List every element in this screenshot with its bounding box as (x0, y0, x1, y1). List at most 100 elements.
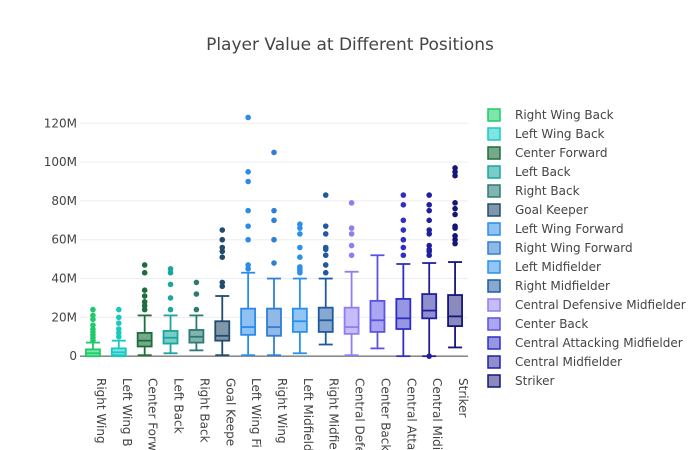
legend-item: Central Defensive Midfielder (487, 298, 686, 312)
legend-swatch (487, 203, 501, 217)
box-center-forward (136, 262, 153, 357)
outlier-point (452, 169, 458, 175)
legend-label: Central Defensive Midfielder (515, 298, 686, 312)
outlier-point (116, 326, 122, 332)
outlier-point (426, 231, 433, 237)
legend-label: Central Attacking Midfielder (515, 336, 683, 350)
outlier-point (167, 281, 174, 288)
outlier-point (297, 225, 303, 231)
iqr-box (395, 298, 412, 330)
iqr-box (266, 307, 282, 337)
box-center-back (369, 254, 386, 350)
legend-label: Right Midfielder (515, 279, 610, 293)
outlier-point (167, 266, 174, 272)
outlier-point (400, 236, 407, 243)
legend-swatch (487, 108, 501, 122)
outlier-point (245, 178, 251, 185)
x-tick-label: Right Wing (94, 378, 108, 444)
box-right-wing-back (85, 306, 101, 358)
legend: Right Wing Back Left Wing Back Center Forw… (487, 108, 686, 388)
outlier-point (245, 266, 251, 272)
x-tick-label: Right Midfie (327, 378, 341, 450)
outlier-point (322, 231, 329, 237)
x-tick-label: Left Midfield (301, 378, 315, 450)
outlier-point (452, 165, 458, 171)
outlier-point (90, 326, 96, 332)
outlier-point (322, 262, 329, 268)
outlier-point (400, 227, 407, 233)
legend-label: Central Midfielder (515, 355, 622, 369)
y-tick-label: 0 (69, 349, 77, 363)
legend-item: Center Forward (487, 146, 607, 160)
outlier-point (90, 312, 96, 319)
outlier-point (116, 320, 122, 326)
outlier-point (193, 306, 200, 313)
iqr-box (343, 306, 360, 335)
outlier-point (141, 269, 148, 276)
box-right-back (188, 279, 205, 352)
outlier-point (219, 244, 226, 251)
outlier-point (452, 236, 458, 243)
outlier-point (141, 306, 148, 313)
legend-swatch (487, 298, 501, 312)
outlier-point (348, 225, 355, 231)
legend-label: Left Wing Forward (515, 222, 624, 236)
outlier-point (426, 353, 433, 359)
legend-swatch (487, 222, 501, 236)
legend-item: Right Wing Forward (487, 241, 633, 255)
outlier-point (426, 192, 433, 198)
y-tick-label: 20M (51, 310, 77, 324)
box-central-attacking-midfielder (395, 192, 412, 358)
outlier-point (452, 223, 458, 229)
outlier-point (322, 223, 329, 229)
outlier-point (193, 291, 200, 297)
x-tick-label: Left Wing Fi (249, 378, 263, 448)
iqr-box (291, 307, 308, 333)
legend-label: Striker (515, 374, 554, 388)
outlier-point (452, 200, 458, 206)
legend-item: Central Midfielder (487, 355, 622, 369)
outlier-point (271, 207, 277, 214)
legend-item: Striker (487, 374, 554, 388)
x-tick-label: Center Forw (146, 378, 160, 450)
chart-title: Player Value at Different Positions (206, 35, 494, 55)
legend-label: Goal Keeper (515, 203, 588, 217)
iqr-box (240, 307, 257, 336)
legend-label: Right Back (515, 184, 580, 198)
outlier-point (322, 244, 329, 251)
box-left-wing-back (110, 306, 127, 358)
x-tick-label: Left Back (172, 378, 186, 434)
outlier-point (452, 205, 458, 212)
outlier-point (297, 221, 303, 228)
legend-label: Left Midfielder (515, 260, 601, 274)
iqr-box (214, 320, 231, 342)
x-tick-label: Right Wing (275, 378, 289, 444)
x-tick-label: Central Atta (404, 378, 418, 450)
outlier-point (322, 192, 329, 198)
legend-swatch (487, 279, 501, 293)
outlier-point (245, 207, 251, 214)
outlier-point (426, 202, 433, 208)
outlier-point (219, 236, 226, 243)
y-tick-label: 40M (51, 272, 77, 286)
legend-item: Left Wing Forward (487, 222, 624, 236)
box-left-wing-forward (240, 114, 257, 357)
box-right-wing-forward (266, 149, 282, 357)
outlier-point (297, 244, 303, 251)
box-striker (447, 165, 463, 349)
outlier-point (426, 242, 433, 249)
outlier-point (245, 236, 251, 243)
box-left-midfielder (291, 221, 308, 355)
outlier-point (167, 306, 174, 313)
legend-item: Left Wing Back (487, 127, 605, 141)
outlier-point (141, 262, 148, 268)
outlier-point (400, 252, 407, 259)
legend-label: Center Forward (515, 146, 607, 160)
outlier-point (322, 269, 329, 276)
outlier-point (271, 260, 277, 266)
outlier-point (400, 202, 407, 208)
y-tick-label: 100M (44, 155, 77, 169)
box-right-midfielder (317, 192, 334, 346)
outlier-point (322, 252, 329, 259)
x-tick-label: Striker (456, 378, 470, 417)
